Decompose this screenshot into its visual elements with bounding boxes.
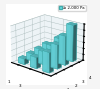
Legend: ≥ 2,000 Pa: ≥ 2,000 Pa (58, 5, 86, 11)
